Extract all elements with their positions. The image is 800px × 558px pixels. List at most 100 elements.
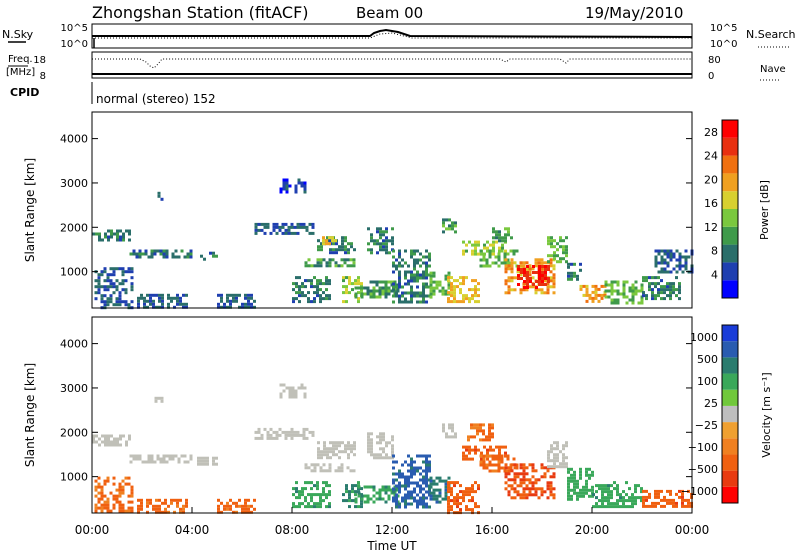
velocity-cell	[570, 473, 573, 477]
power-cell	[588, 296, 592, 300]
power-cell	[547, 265, 550, 268]
velocity-cell	[115, 494, 119, 498]
velocity-cell	[550, 465, 553, 469]
power-cell	[103, 294, 107, 298]
power-cell	[538, 265, 541, 268]
power-cell	[503, 255, 507, 259]
velocity-cell	[510, 484, 514, 488]
velocity-cell	[319, 469, 323, 473]
velocity-cell	[292, 487, 295, 491]
power-cell	[678, 264, 682, 268]
velocity-cell	[382, 432, 385, 436]
velocity-cell	[404, 481, 407, 485]
velocity-cell	[247, 498, 250, 502]
power-region	[579, 284, 607, 303]
power-region	[137, 293, 188, 309]
velocity-cell	[200, 456, 203, 460]
power-cell	[167, 302, 170, 306]
power-cell	[185, 293, 188, 297]
velocity-cell	[317, 447, 320, 451]
velocity-colorbar-tick: 1000	[690, 331, 718, 344]
velocity-cell	[547, 465, 550, 469]
velocity-cell	[552, 496, 556, 500]
velocity-cell	[360, 502, 363, 506]
velocity-cell	[640, 487, 643, 491]
power-cell	[116, 238, 119, 242]
power-cell	[398, 279, 401, 283]
velocity-cell	[447, 487, 450, 491]
power-cell	[541, 271, 544, 274]
velocity-cell	[322, 481, 325, 485]
velocity-region	[292, 481, 331, 509]
velocity-cell	[591, 488, 594, 492]
power-cell	[477, 300, 480, 304]
velocity-cell	[451, 426, 454, 430]
power-cell	[526, 274, 529, 277]
velocity-cell	[304, 499, 307, 503]
power-cell	[363, 292, 367, 296]
power-cell	[385, 242, 388, 246]
power-cell	[567, 277, 570, 281]
power-cell	[441, 286, 445, 290]
power-cell	[292, 288, 295, 292]
velocity-cell	[130, 491, 134, 495]
velocity-cell	[290, 436, 294, 440]
velocity-cell	[152, 507, 155, 511]
velocity-cell	[338, 456, 341, 460]
power-cell	[468, 297, 471, 301]
power-cell	[369, 289, 373, 293]
power-cell	[376, 239, 379, 243]
power-cell	[519, 264, 523, 268]
power-cell	[378, 295, 382, 299]
power-cell	[422, 300, 425, 304]
power-cell	[549, 258, 553, 262]
velocity-cell	[604, 499, 607, 503]
velocity-cell	[672, 504, 675, 508]
velocity-cell	[165, 460, 169, 464]
velocity-cell	[467, 435, 470, 439]
power-colorbar-tick: 12	[704, 221, 718, 234]
power-cell	[526, 280, 529, 283]
velocity-cell	[179, 507, 182, 511]
power-cell	[152, 305, 155, 309]
velocity-cell	[138, 457, 142, 461]
velocity-cell	[537, 478, 541, 482]
power-cell	[474, 243, 477, 247]
velocity-cell	[468, 445, 471, 449]
power-cell	[607, 295, 611, 299]
velocity-cell	[292, 505, 295, 509]
velocity-cell	[477, 448, 480, 452]
velocity-cell	[100, 509, 104, 513]
power-cell	[591, 284, 595, 288]
power-cell	[266, 222, 270, 226]
velocity-cell	[684, 504, 687, 508]
power-cell	[500, 249, 504, 253]
velocity-cell	[316, 502, 319, 506]
power-cell	[429, 277, 433, 281]
velocity-cell	[392, 466, 395, 470]
velocity-cell	[507, 472, 511, 476]
velocity-region	[129, 454, 193, 464]
power-cell	[299, 222, 303, 226]
power-cell	[186, 255, 190, 259]
power-cell	[666, 264, 670, 268]
velocity-cell	[247, 504, 250, 508]
velocity-xtick-label: 20:00	[575, 523, 610, 537]
power-colorbar-swatch	[722, 155, 738, 174]
velocity-cell	[450, 493, 453, 497]
velocity-cell	[257, 436, 261, 440]
velocity-cell	[290, 433, 294, 437]
power-cell	[305, 228, 309, 232]
velocity-region	[254, 427, 315, 440]
power-cell	[425, 270, 428, 274]
velocity-cell	[459, 496, 462, 500]
velocity-cell	[303, 386, 307, 390]
velocity-cell	[338, 441, 341, 445]
power-cell	[376, 242, 379, 246]
velocity-cell	[144, 460, 148, 464]
power-region	[217, 293, 256, 309]
power-cell	[442, 230, 445, 234]
velocity-cell	[410, 460, 413, 464]
power-cell	[272, 225, 276, 229]
power-cell	[462, 300, 465, 304]
